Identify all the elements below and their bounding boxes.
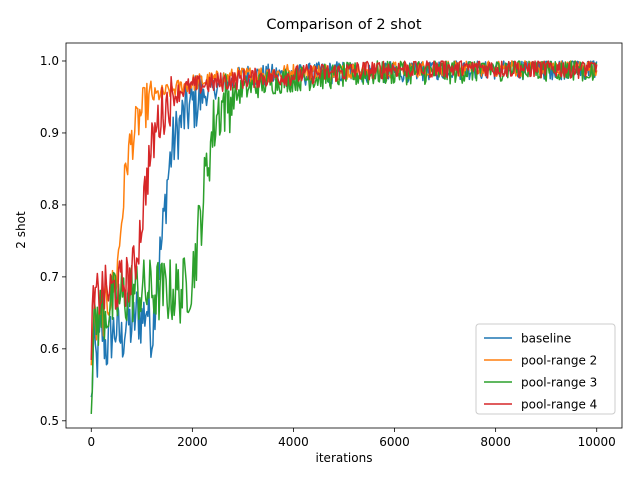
axes: 0 2000 4000 6000 8000 10000 0.5 0.6 0.7 0.8 0.9 1.0 bbox=[40, 42, 623, 449]
x-tick-label: 10000 bbox=[578, 435, 616, 449]
legend: baseline pool-range 2 pool-range 3 pool-ran… bbox=[475, 323, 616, 415]
legend-label: pool-range 2 bbox=[521, 353, 597, 367]
y-tick-label: 0.5 bbox=[40, 414, 59, 428]
legend-label: baseline bbox=[521, 331, 571, 345]
x-tick-label: 0 bbox=[87, 435, 95, 449]
legend-label: pool-range 4 bbox=[521, 397, 597, 411]
series-line-pool-range-4 bbox=[90, 60, 598, 360]
y-tick-label: 0.7 bbox=[40, 270, 59, 284]
legend-label: pool-range 3 bbox=[521, 375, 597, 389]
y-tick-label: 1.0 bbox=[40, 54, 59, 68]
plot-area bbox=[90, 60, 598, 414]
chart-title: Comparison of 2 shot bbox=[266, 17, 421, 33]
x-axis-label: iterations bbox=[316, 451, 373, 465]
x-tick-label: 4000 bbox=[278, 435, 309, 449]
axes-frame bbox=[65, 42, 623, 429]
y-tick-label: 0.9 bbox=[40, 126, 59, 140]
series-line-pool-range-3 bbox=[90, 60, 598, 414]
x-tick-label: 2000 bbox=[177, 435, 208, 449]
y-axis-label: 2 shot bbox=[14, 211, 28, 249]
y-tick-label: 0.6 bbox=[40, 342, 59, 356]
x-tick-label: 8000 bbox=[480, 435, 511, 449]
legend-box bbox=[475, 323, 616, 415]
x-tick-label: 6000 bbox=[379, 435, 410, 449]
y-tick-label: 0.8 bbox=[40, 198, 59, 212]
